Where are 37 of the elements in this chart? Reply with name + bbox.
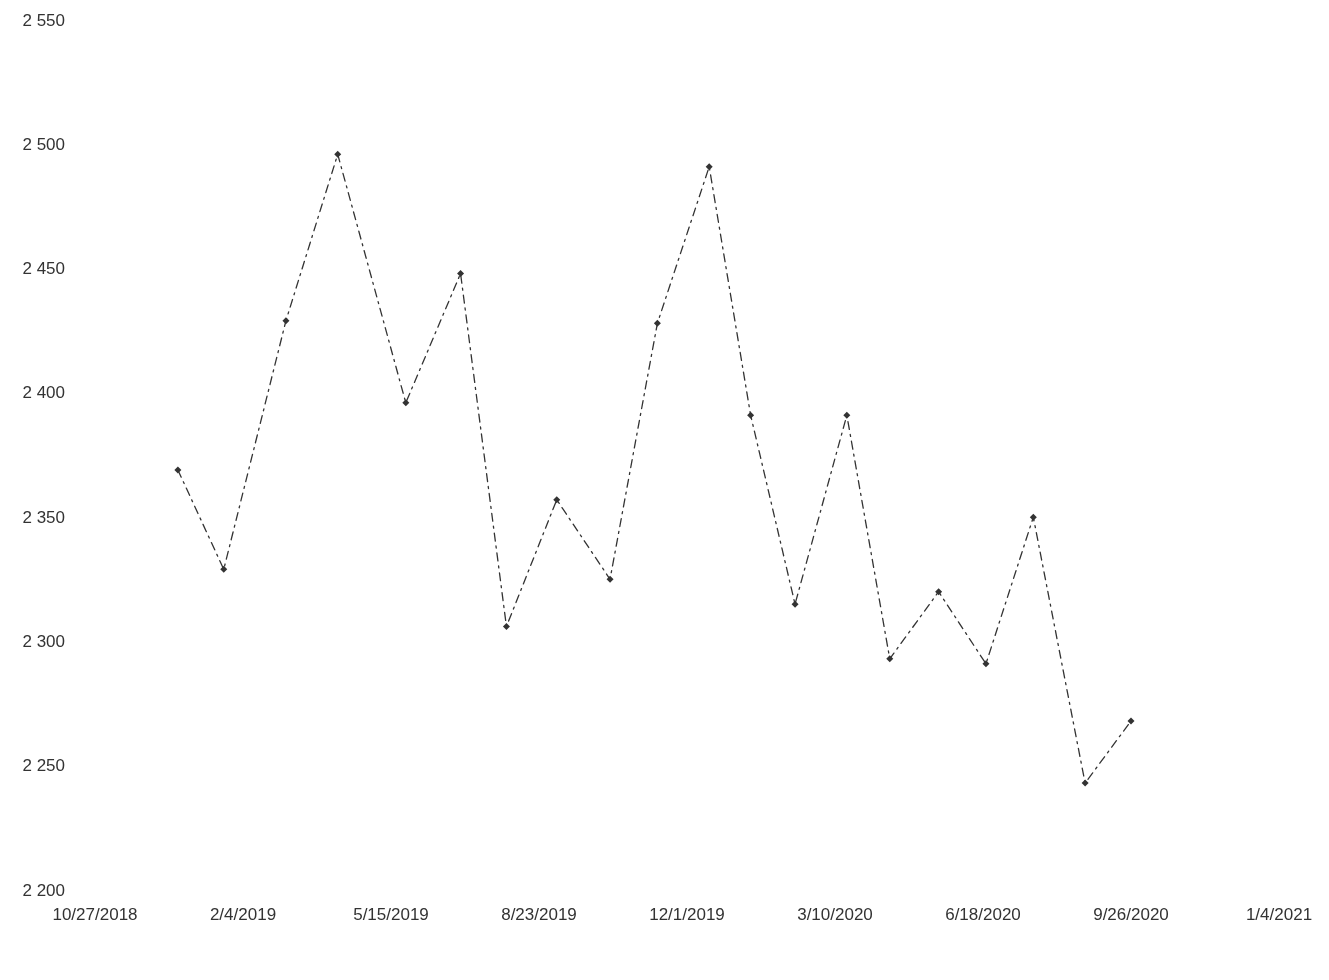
point <box>1029 513 1037 521</box>
x-tick-label: 10/27/2018 <box>52 905 138 924</box>
point <box>843 411 851 419</box>
point <box>1081 779 1089 787</box>
x-tick-label: 12/1/2019 <box>649 905 725 924</box>
x-tick-label: 5/15/2019 <box>353 905 429 924</box>
point <box>747 411 755 419</box>
point <box>705 163 713 171</box>
point <box>553 496 561 504</box>
x-tick-label: 8/23/2019 <box>501 905 577 924</box>
point <box>220 565 228 573</box>
y-tick-label: 2 200 <box>22 880 65 900</box>
y-tick-label: 2 300 <box>22 631 65 651</box>
y-tick-label: 2 400 <box>22 383 65 403</box>
x-tick-label: 2/4/2019 <box>209 905 277 924</box>
x-tick-label: 1/4/2021 <box>1245 905 1313 924</box>
point <box>935 588 943 596</box>
y-tick-label: 2 350 <box>22 507 65 527</box>
point <box>606 575 614 583</box>
x-tick-label: 9/26/2020 <box>1093 905 1169 924</box>
point <box>886 655 894 663</box>
point <box>982 660 990 668</box>
y-tick-label: 2 450 <box>22 259 65 279</box>
point <box>334 150 342 158</box>
x-tick-label: 6/18/2020 <box>945 905 1021 924</box>
y-tick-label: 2 500 <box>22 134 65 154</box>
point <box>457 270 465 278</box>
point <box>282 317 290 325</box>
y-tick-label: 2 550 <box>22 10 65 30</box>
point <box>653 319 661 327</box>
point <box>791 600 799 608</box>
point <box>402 399 410 407</box>
point <box>174 466 182 474</box>
y-tick-label: 2 250 <box>22 756 65 776</box>
point <box>502 623 510 631</box>
x-tick-label: 3/10/2020 <box>797 905 873 924</box>
point <box>1127 717 1135 725</box>
